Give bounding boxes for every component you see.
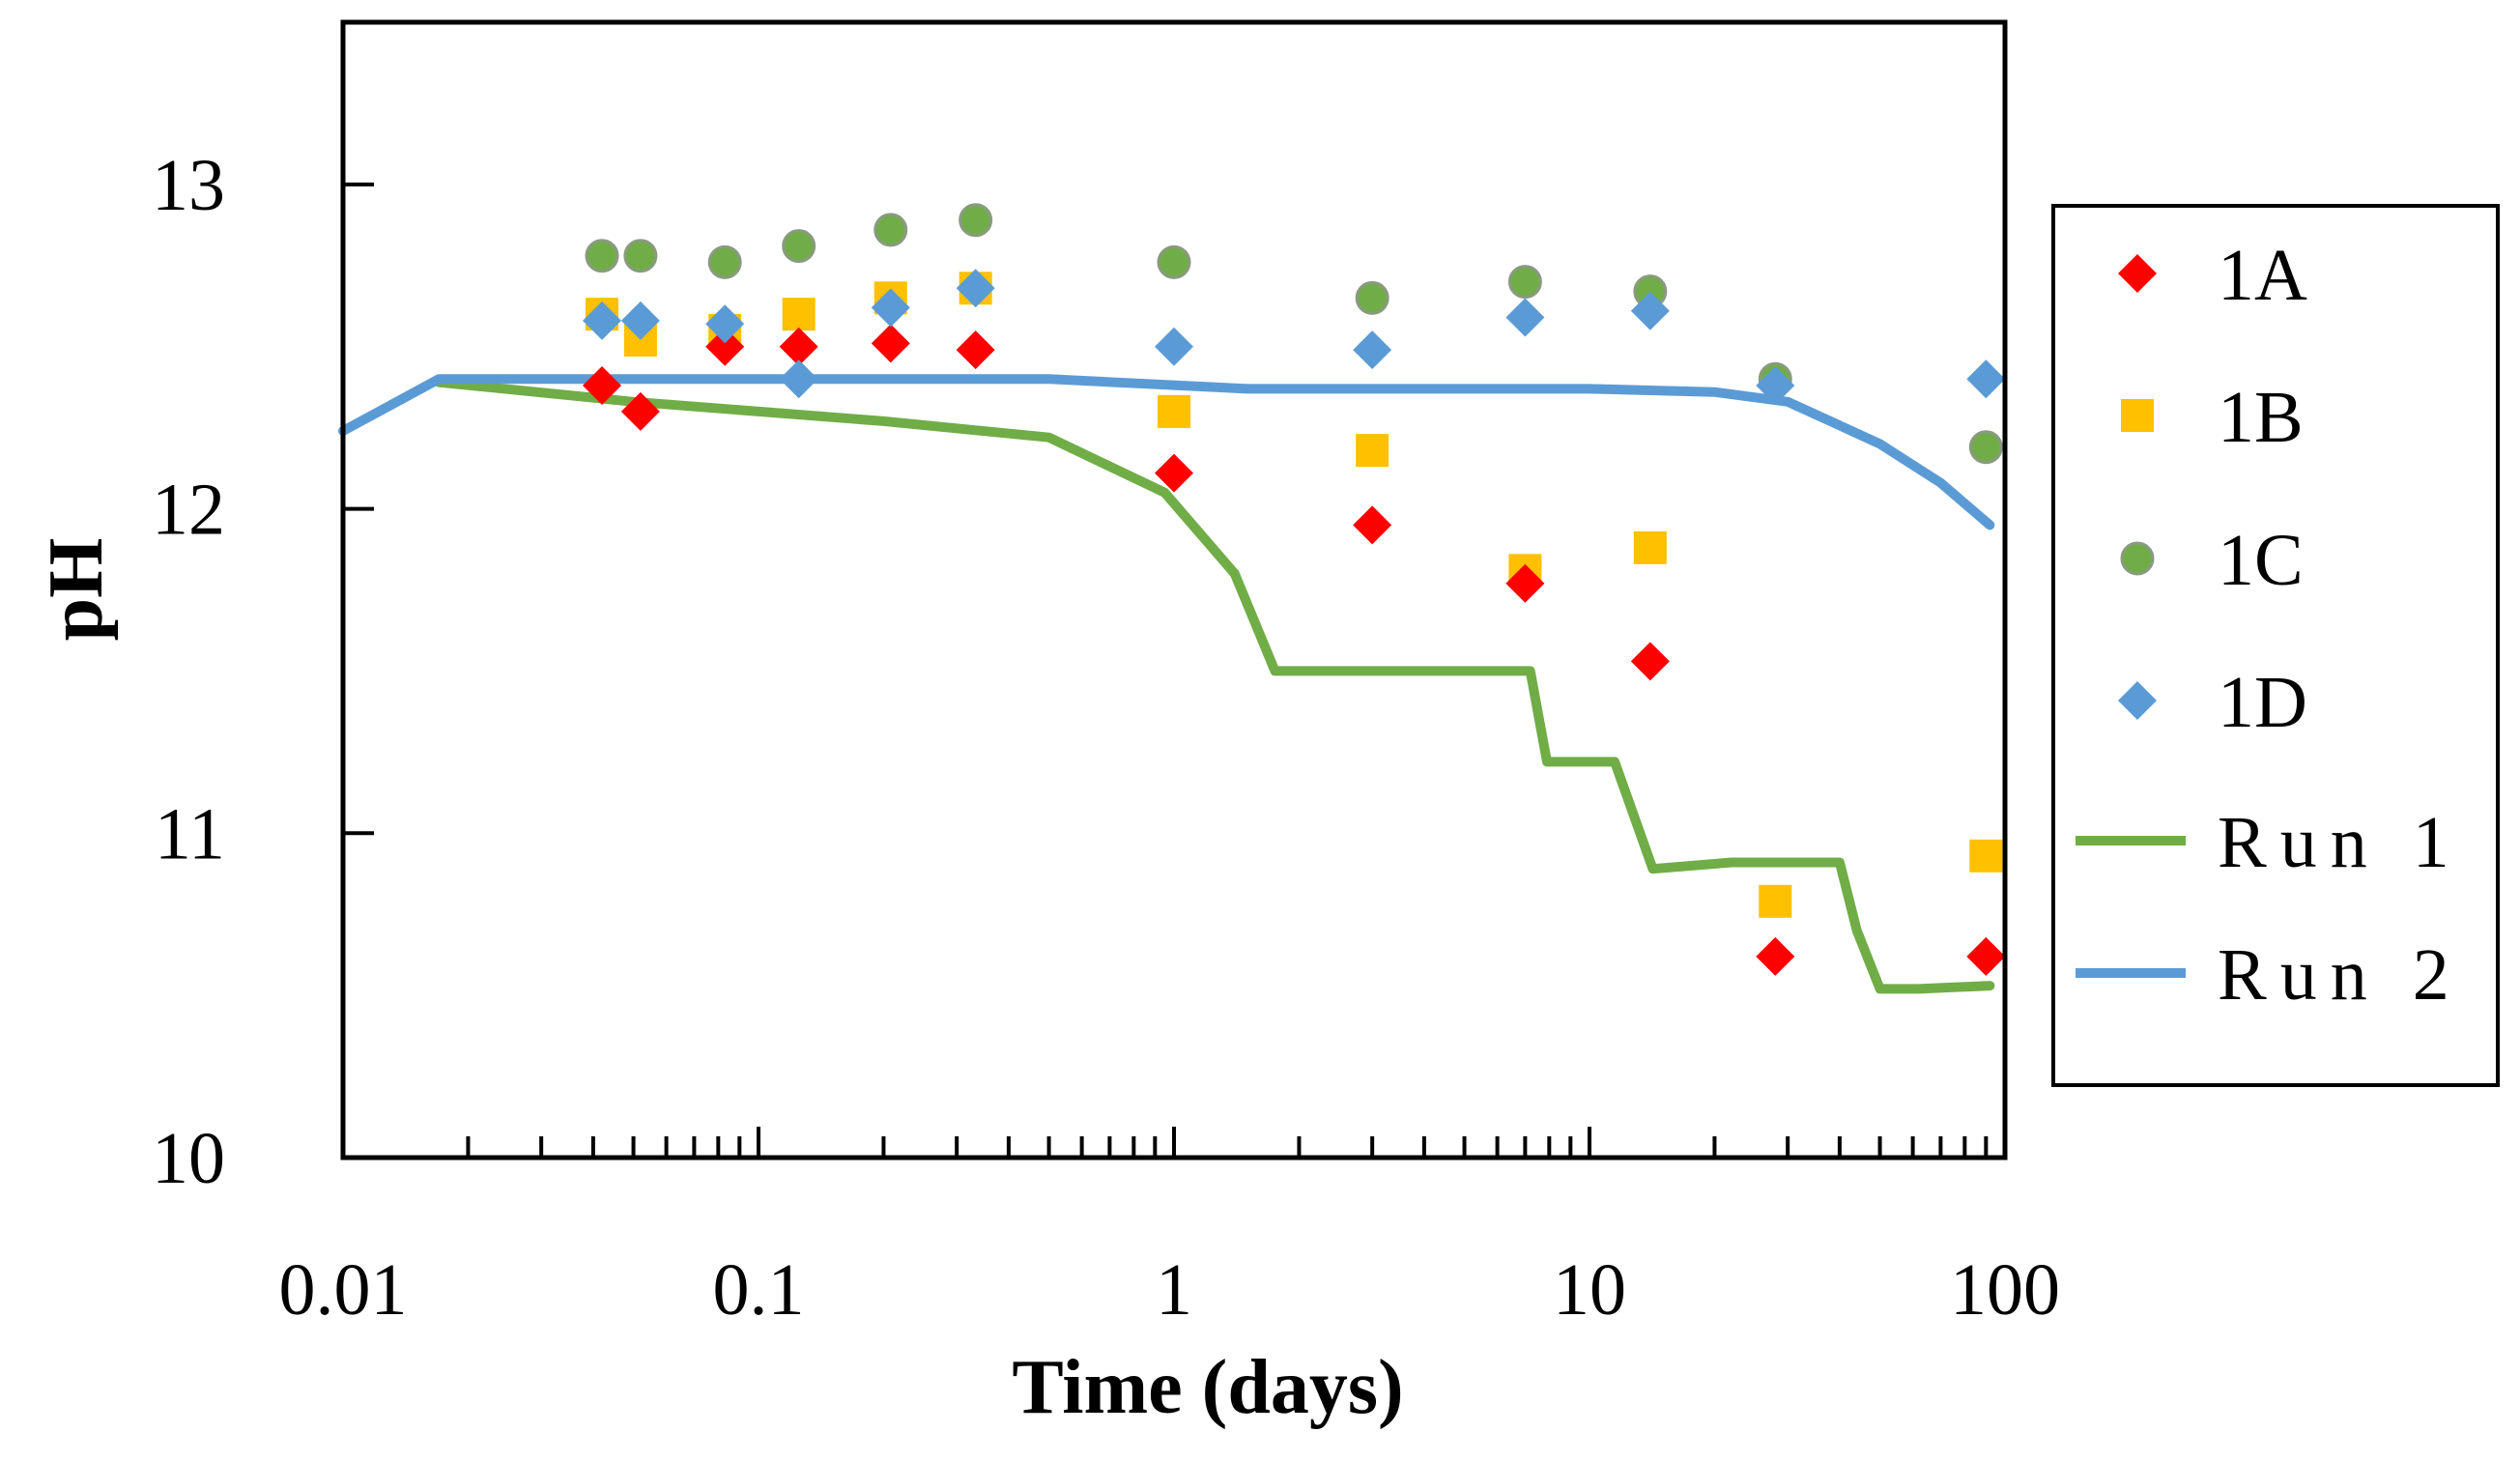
legend-box xyxy=(2051,204,2500,1087)
data-point-1b xyxy=(1633,530,1667,564)
data-point-1d xyxy=(620,301,660,340)
x-axis-ticks xyxy=(341,1127,2007,1158)
legend-label: 1C xyxy=(2218,520,2304,601)
legend-marker-swatch xyxy=(2118,254,2157,293)
series-points-1a xyxy=(582,324,2006,976)
x-axis-title: Time (days) xyxy=(1012,1345,1403,1430)
data-point-1a xyxy=(956,330,995,370)
data-point-1c xyxy=(782,229,816,264)
x-axis-tick-labels: 0.01 0.1 1 10 100 xyxy=(279,1249,2061,1331)
data-point-1a xyxy=(779,327,818,366)
legend: 1A 1B 1C 1D Run 1 Run 2 xyxy=(2051,204,2500,1087)
legend-item-1c: 1C xyxy=(2120,520,2304,601)
y-axis-ticks xyxy=(343,182,374,1160)
data-point-1a xyxy=(1155,453,1193,493)
data-point-1b xyxy=(782,298,816,331)
y-tick-label: 13 xyxy=(152,145,225,226)
y-tick-label: 12 xyxy=(152,470,225,551)
x-tick-label: 1 xyxy=(1156,1249,1192,1331)
point-layer xyxy=(582,203,2006,976)
y-tick-label: 10 xyxy=(152,1118,225,1199)
line-layer xyxy=(338,374,1995,994)
data-point-1d xyxy=(779,359,818,399)
legend-item-1a: 1A xyxy=(2118,235,2307,316)
data-point-1d xyxy=(1155,327,1193,366)
data-point-1c xyxy=(873,213,908,247)
data-point-1b xyxy=(1356,434,1389,468)
data-point-1d xyxy=(1353,330,1392,370)
legend-marker-swatch xyxy=(2118,681,2157,720)
data-point-1d xyxy=(871,288,910,328)
data-point-1b xyxy=(1158,394,1190,428)
data-point-1a xyxy=(1966,936,2006,976)
data-point-1c xyxy=(1157,244,1191,279)
series-points-1c xyxy=(585,203,2003,465)
data-point-1d xyxy=(705,304,745,344)
x-tick-label: 0.1 xyxy=(713,1249,805,1331)
data-point-1a xyxy=(1353,505,1392,545)
data-point-1a xyxy=(582,366,621,405)
x-tick-label: 100 xyxy=(1950,1249,2060,1331)
legend-label: Run 2 xyxy=(2218,934,2463,1016)
x-tick-label: 0.01 xyxy=(279,1249,408,1331)
data-point-1d xyxy=(1966,359,2006,399)
y-axis-tick-labels: 10 11 12 13 xyxy=(152,145,225,1199)
data-point-1c xyxy=(585,239,619,273)
y-axis-title: pH xyxy=(34,538,119,642)
data-point-1c xyxy=(1507,265,1542,300)
data-point-1d xyxy=(1630,291,1670,330)
legend-label: Run 1 xyxy=(2218,802,2463,883)
legend-marker-swatch xyxy=(2121,399,2154,432)
plot-area-frame xyxy=(340,19,2008,1160)
legend-item-1b: 1B xyxy=(2121,377,2304,458)
data-point-1c xyxy=(959,203,993,238)
data-point-1d xyxy=(582,301,621,340)
legend-label: 1D xyxy=(2218,662,2307,743)
data-point-1d xyxy=(956,269,995,308)
data-point-1a xyxy=(1756,936,1795,976)
legend-label: 1A xyxy=(2218,235,2307,316)
legend-item-run-1: Run 1 xyxy=(2076,802,2463,883)
series-line-run-2 xyxy=(338,374,1995,530)
data-point-1b xyxy=(1759,884,1792,918)
data-point-1c xyxy=(1355,280,1389,315)
data-point-1d xyxy=(1756,366,1795,405)
legend-item-run-2: Run 2 xyxy=(2076,934,2463,1016)
legend-item-1d: 1D xyxy=(2118,662,2307,743)
data-point-1b xyxy=(1969,839,2003,873)
series-points-1d xyxy=(582,269,2006,405)
data-point-1c xyxy=(707,244,742,279)
data-point-1a xyxy=(1630,642,1670,681)
data-point-1a xyxy=(1505,563,1545,603)
data-point-1a xyxy=(871,324,910,363)
data-point-1d xyxy=(1505,298,1545,337)
y-tick-label: 11 xyxy=(155,793,225,874)
legend-marker-swatch xyxy=(2120,541,2155,576)
data-point-1c xyxy=(623,239,658,273)
series-line-run-1 xyxy=(434,377,1995,994)
legend-items: 1A 1B 1C 1D Run 1 Run 2 xyxy=(2076,235,2463,1016)
data-point-1c xyxy=(1968,430,2003,465)
data-point-1a xyxy=(705,327,745,366)
data-point-1a xyxy=(620,391,660,431)
x-tick-label: 10 xyxy=(1553,1249,1626,1331)
legend-label: 1B xyxy=(2218,377,2304,458)
